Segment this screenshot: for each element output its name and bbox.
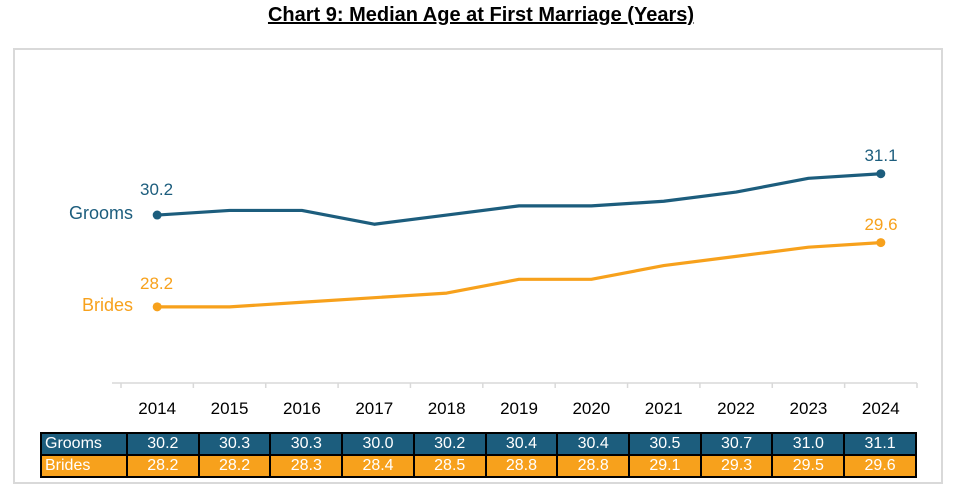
table-cell: 30.4 [556, 432, 631, 456]
data-table: Grooms 30.2 30.3 30.3 30.0 30.2 30.4 30.4 30.5 30… [40, 432, 917, 478]
brides-last-point-marker [876, 238, 886, 248]
line-plot-canvas [112, 169, 918, 388]
table-row-header: Grooms [40, 432, 128, 456]
table-cell: 28.8 [484, 454, 559, 478]
grooms-last-value-label: 31.1 [864, 146, 898, 165]
x-axis-label-2018: 2018 [427, 399, 466, 418]
chart-title: Chart 9: Median Age at First Marriage (Y… [267, 4, 695, 26]
x-axis-label-2016: 2016 [282, 399, 321, 418]
x-axis-label-2014: 2014 [138, 399, 177, 418]
table-cell: 29.1 [628, 454, 702, 478]
x-axis-label-2019: 2019 [500, 399, 538, 418]
table-cell: 29.6 [843, 454, 917, 478]
table-cell: 30.2 [126, 432, 200, 456]
table-cell: 31.1 [843, 432, 917, 456]
table-cell: 28.8 [556, 454, 631, 478]
table-cell: 28.4 [341, 454, 415, 478]
table-cell: 30.3 [197, 432, 272, 456]
table-row-header: Brides [40, 454, 128, 478]
table-row-brides: Brides 28.2 28.2 28.3 28.4 28.5 28.8 28.8 29.1 29… [40, 454, 917, 478]
grooms-first-point-marker [152, 210, 162, 220]
table-cell: 29.3 [699, 454, 774, 478]
table-cell: 28.2 [197, 454, 272, 478]
grooms-series-label: Grooms [68, 203, 133, 223]
brides-first-value-label: 28.2 [140, 274, 174, 293]
brides-series-label: Brides [81, 295, 133, 315]
x-axis-label-2017: 2017 [355, 399, 394, 418]
table-cell: 30.5 [628, 432, 702, 456]
x-axis-label-2024: 2024 [861, 399, 900, 418]
table-row-grooms: Grooms 30.2 30.3 30.3 30.0 30.2 30.4 30.4 30.5 30… [40, 432, 917, 456]
grooms-first-value-label: 30.2 [140, 180, 174, 199]
x-axis-label-2022: 2022 [717, 399, 755, 418]
x-axis-label-2021: 2021 [644, 399, 683, 418]
brides-line [155, 240, 883, 309]
table-cell: 30.0 [341, 432, 415, 456]
table-cell: 28.3 [269, 454, 344, 478]
x-axis-label-2020: 2020 [572, 399, 611, 418]
x-axis-label-2023: 2023 [789, 399, 828, 418]
table-cell: 31.0 [771, 432, 846, 456]
table-cell: 28.2 [126, 454, 200, 478]
table-cell: 30.3 [269, 432, 344, 456]
x-axis-label-2015: 2015 [210, 399, 249, 418]
table-cell: 30.4 [484, 432, 559, 456]
table-cell: 29.5 [771, 454, 846, 478]
table-cell: 30.7 [699, 432, 774, 456]
table-cell: 30.2 [412, 432, 487, 456]
brides-first-point-marker [152, 302, 162, 312]
grooms-line [155, 172, 883, 226]
table-cell: 28.5 [412, 454, 487, 478]
chart-area: 30.2 Grooms 31.1 28.2 Brides 29.6 2014 20… [13, 48, 943, 484]
brides-last-value-label: 29.6 [864, 215, 898, 234]
grooms-last-point-marker [876, 169, 886, 179]
